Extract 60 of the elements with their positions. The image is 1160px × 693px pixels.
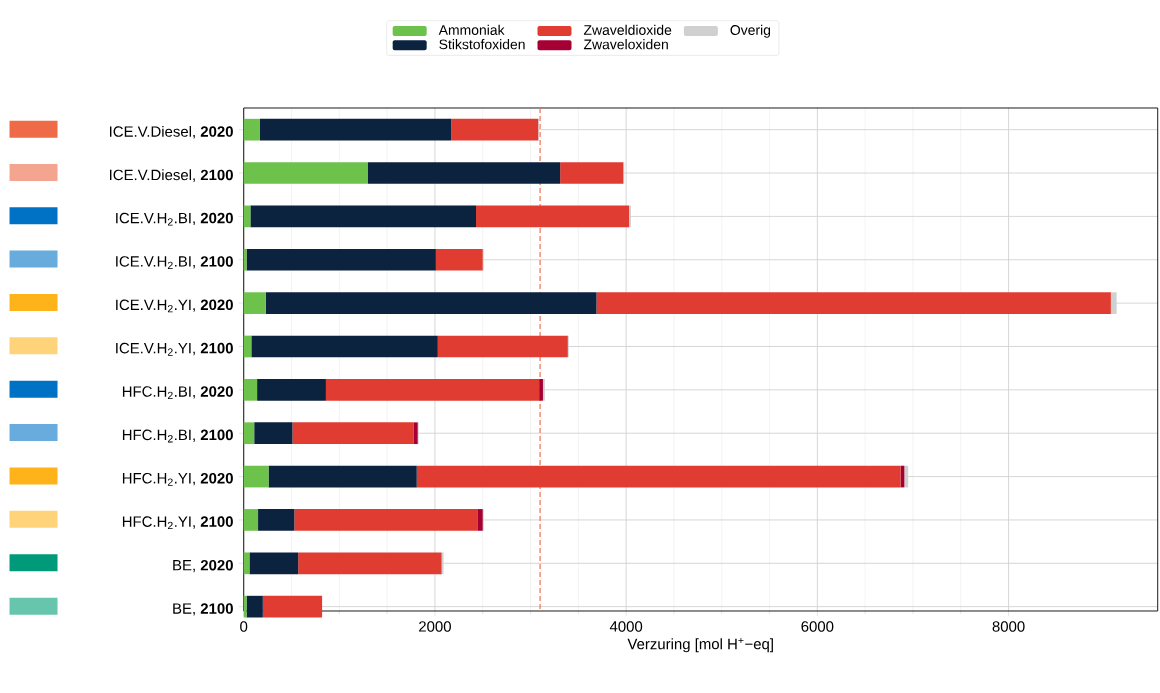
bar <box>476 205 629 228</box>
y-tick-label: ICE.V.H$_{2}$.BI, 2100 <box>116 256 233 269</box>
bar <box>560 162 624 184</box>
y-tick-label: BE, 2100 <box>173 603 233 616</box>
x-tick-label: 4000 <box>609 621 643 632</box>
legend-label: Overig <box>730 24 771 38</box>
bar <box>246 595 263 618</box>
bar <box>243 162 368 184</box>
bar <box>265 292 597 314</box>
bar <box>246 248 436 271</box>
bar <box>292 422 414 445</box>
bar <box>904 465 909 488</box>
bar <box>435 248 483 271</box>
bar <box>416 465 901 488</box>
x-tick-label: 8000 <box>992 621 1025 632</box>
x-tick-label: 0 <box>240 621 248 632</box>
bar <box>249 552 299 575</box>
bar <box>250 205 477 228</box>
bar <box>257 379 326 401</box>
y-tick-label: HFC.H$_{2}$.YI, 2100 <box>122 516 233 530</box>
y-tick-label: HFC.H$_{2}$.BI, 2020 <box>122 386 233 400</box>
bar <box>596 292 1111 314</box>
legend-label: Stikstofoxiden <box>439 39 525 50</box>
bar <box>243 422 255 445</box>
bar <box>325 379 540 401</box>
x-tick-label: 2000 <box>419 621 451 632</box>
y-tick-label: ICE.V.Diesel, 2020 <box>110 125 233 139</box>
y-tick-label: BE, 2020 <box>173 559 233 573</box>
y-tick-label: HFC.H$_{2}$.BI, 2100 <box>122 429 233 443</box>
bar <box>259 118 452 141</box>
bar <box>243 465 269 488</box>
bar <box>451 118 539 141</box>
bar <box>243 118 260 141</box>
bar <box>437 335 568 358</box>
bar <box>243 595 247 618</box>
y-tick-label: HFC.H$_{2}$.YI, 2020 <box>122 472 233 486</box>
bar <box>243 292 266 314</box>
legend-label: Zwaveldioxide <box>583 24 672 35</box>
y-tick-label: ICE.V.H$_{2}$.YI, 2020 <box>116 299 233 313</box>
bar <box>294 509 478 531</box>
bar <box>477 509 483 531</box>
y-tick-label: ICE.V.H$_{2}$.YI, 2100 <box>116 342 233 356</box>
bar <box>413 422 418 445</box>
bar <box>268 465 417 488</box>
bar <box>251 335 438 358</box>
x-tick-label: 6000 <box>801 621 834 632</box>
y-tick-label: ICE.V.H$_{2}$.BI, 2020 <box>116 212 233 226</box>
bar <box>254 422 293 445</box>
legend-label: Zwaveloxiden <box>583 39 668 50</box>
bar <box>243 379 258 401</box>
bar <box>243 509 259 531</box>
bar <box>368 162 561 184</box>
legend-label: Ammoniak <box>438 24 505 35</box>
bar <box>1110 292 1117 314</box>
x-axis-title: Verzuring [mol H$^{+}$−eq] <box>627 637 773 653</box>
bar <box>262 595 323 618</box>
y-tick-label: ICE.V.Diesel, 2100 <box>110 169 233 182</box>
bar <box>298 552 442 575</box>
bar <box>258 509 295 531</box>
bar <box>243 248 247 271</box>
